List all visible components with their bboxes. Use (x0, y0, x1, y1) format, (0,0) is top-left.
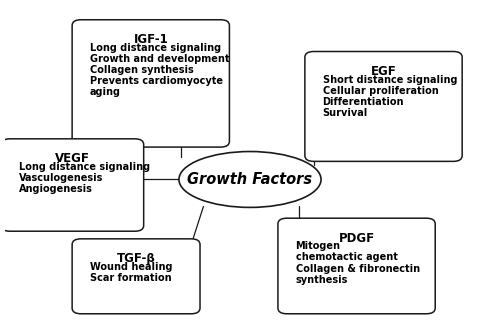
Text: Long distance signaling: Long distance signaling (18, 162, 150, 172)
Text: TGF-β: TGF-β (116, 252, 156, 265)
Text: Long distance signaling: Long distance signaling (90, 43, 221, 53)
Text: Short distance signaling: Short distance signaling (322, 75, 457, 85)
Text: Mitogen: Mitogen (296, 241, 341, 251)
Text: Survival: Survival (322, 108, 368, 118)
Text: Collagen & fibronectin: Collagen & fibronectin (296, 264, 420, 273)
FancyBboxPatch shape (1, 139, 144, 231)
Text: Vasculogenesis: Vasculogenesis (18, 173, 103, 183)
Text: Wound healing: Wound healing (90, 262, 172, 272)
Text: synthesis: synthesis (296, 275, 348, 285)
Text: Prevents cardiomyocyte: Prevents cardiomyocyte (90, 76, 223, 86)
Text: chemotactic agent: chemotactic agent (296, 252, 398, 262)
Text: Growth and development: Growth and development (90, 54, 230, 64)
Text: Angiogenesis: Angiogenesis (18, 184, 92, 194)
Text: Scar formation: Scar formation (90, 273, 172, 283)
Text: aging: aging (90, 87, 121, 98)
Text: PDGF: PDGF (338, 232, 374, 245)
FancyBboxPatch shape (72, 239, 200, 314)
Text: VEGF: VEGF (55, 153, 90, 166)
Text: IGF-1: IGF-1 (134, 33, 168, 46)
Text: Differentiation: Differentiation (322, 97, 404, 107)
FancyBboxPatch shape (278, 218, 435, 314)
Text: EGF: EGF (370, 65, 396, 78)
FancyBboxPatch shape (72, 20, 230, 147)
Ellipse shape (179, 152, 321, 207)
Text: Growth Factors: Growth Factors (188, 172, 312, 187)
FancyBboxPatch shape (305, 52, 462, 161)
Text: Cellular proliferation: Cellular proliferation (322, 86, 438, 96)
Text: Collagen synthesis: Collagen synthesis (90, 65, 194, 75)
